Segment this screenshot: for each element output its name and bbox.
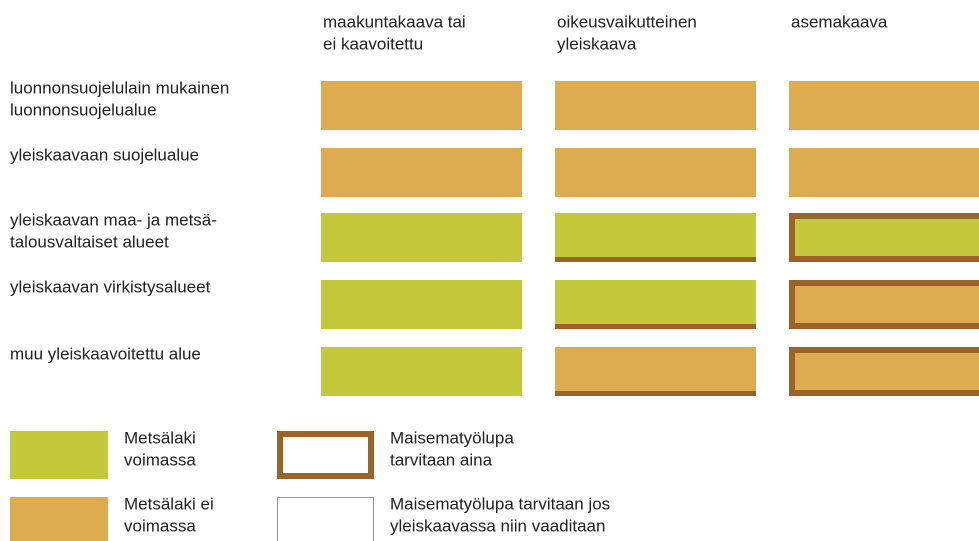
row-label: yleiskaavan maa- ja metsä- [10, 210, 217, 229]
column-header: maakuntakaava tai [323, 12, 466, 31]
legend-swatch [10, 431, 108, 479]
column-header: oikeusvaikutteinen [557, 12, 697, 31]
cell [555, 280, 756, 329]
column-header: yleiskaava [557, 34, 637, 53]
cell [321, 81, 522, 130]
cell [321, 148, 522, 197]
cell [789, 213, 979, 262]
row-label: muu yleiskaavoitettu alue [10, 344, 201, 363]
legend-text: Metsälaki [124, 428, 196, 447]
row-label: luonnonsuojelulain mukainen [10, 78, 229, 97]
legend-text: Maisematyölupa [390, 428, 514, 447]
legend-text: tarvitaan aina [390, 450, 493, 469]
legend-text: Metsälaki ei [124, 494, 214, 513]
cell [789, 81, 979, 130]
cell [555, 81, 756, 130]
cell-frame [789, 213, 979, 262]
cell-frame [789, 347, 979, 396]
row-label: talousvaltaiset alueet [10, 232, 169, 251]
legend-text: voimassa [124, 450, 196, 469]
legend-swatch [10, 497, 108, 541]
cell [321, 280, 522, 329]
cell [555, 148, 756, 197]
cell-bottom-border [555, 257, 756, 262]
legend-text: Maisematyölupa tarvitaan jos [390, 494, 610, 513]
cell-bottom-border [555, 391, 756, 396]
legend-text: yleiskaavassa niin vaaditaan [390, 516, 605, 535]
legend-swatch [277, 497, 374, 541]
cell [555, 213, 756, 262]
cell [789, 347, 979, 396]
cell [321, 213, 522, 262]
cell [789, 148, 979, 197]
row-label: luonnonsuojelualue [10, 100, 157, 119]
legend-swatch [277, 431, 374, 479]
cell [555, 347, 756, 396]
row-label: yleiskaavan virkistysalueet [10, 277, 211, 296]
cell-bottom-border [555, 324, 756, 329]
cell-frame [789, 280, 979, 329]
column-header: ei kaavoitettu [323, 34, 423, 53]
cell [789, 280, 979, 329]
cell [321, 347, 522, 396]
legend-text: voimassa [124, 516, 196, 535]
column-header: asemakaava [791, 12, 888, 31]
row-label: yleiskaavaan suojelualue [10, 145, 199, 164]
